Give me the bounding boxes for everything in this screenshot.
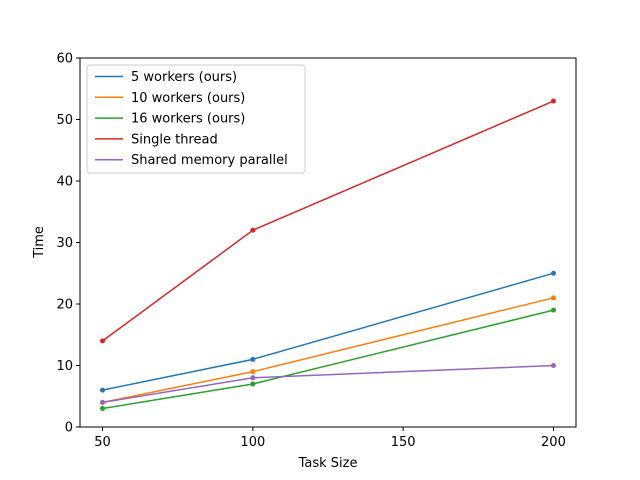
data-point: [100, 406, 106, 412]
y-axis-label: Time: [32, 226, 47, 259]
y-tick-label: 20: [56, 298, 73, 313]
data-point: [250, 227, 256, 233]
legend-entry: 16 workers (ours): [95, 112, 245, 127]
legend-entry: 10 workers (ours): [95, 91, 245, 106]
data-point: [550, 98, 556, 104]
series-4: [100, 98, 556, 344]
data-point: [100, 399, 106, 405]
data-point: [100, 338, 106, 344]
series-1: [100, 270, 556, 393]
legend-label: 10 workers (ours): [131, 91, 245, 106]
data-point: [250, 369, 256, 375]
y-tick-label: 60: [56, 52, 73, 67]
x-tick-label: 200: [541, 435, 566, 450]
legend-entry: Single thread: [95, 132, 218, 147]
series-layer: [100, 98, 556, 412]
x-tick-label: 50: [94, 435, 111, 450]
legend-label: Single thread: [131, 132, 218, 147]
data-point: [550, 270, 556, 276]
y-tick-label: 50: [56, 113, 73, 128]
legend-label: 5 workers (ours): [131, 70, 237, 85]
y-tick-label: 10: [56, 359, 73, 374]
x-axis-label: Task Size: [298, 456, 358, 471]
data-point: [250, 381, 256, 387]
data-point: [250, 356, 256, 362]
legend-label: Shared memory parallel: [131, 153, 288, 168]
series-3: [100, 307, 556, 412]
data-point: [100, 387, 106, 393]
data-point: [550, 307, 556, 313]
x-tick-label: 100: [240, 435, 265, 450]
y-tick-label: 0: [65, 421, 73, 436]
legend: 5 workers (ours) 10 workers (ours) 16 work…: [86, 64, 306, 174]
data-point: [550, 295, 556, 301]
data-point: [250, 375, 256, 381]
data-point: [550, 363, 556, 368]
x-axis-ticks: 50 100 150 200: [94, 427, 566, 450]
x-tick-label: 150: [391, 435, 416, 450]
y-axis-ticks: 0 10 20 30 40 50 60: [56, 52, 80, 436]
y-tick-label: 30: [56, 236, 73, 251]
y-tick-label: 40: [56, 175, 73, 190]
legend-entry: Shared memory parallel: [95, 153, 288, 168]
legend-box: [86, 64, 306, 174]
legend-label: 16 workers (ours): [131, 112, 245, 127]
series-5: [100, 363, 556, 405]
legend-entry: 5 workers (ours): [95, 70, 237, 85]
